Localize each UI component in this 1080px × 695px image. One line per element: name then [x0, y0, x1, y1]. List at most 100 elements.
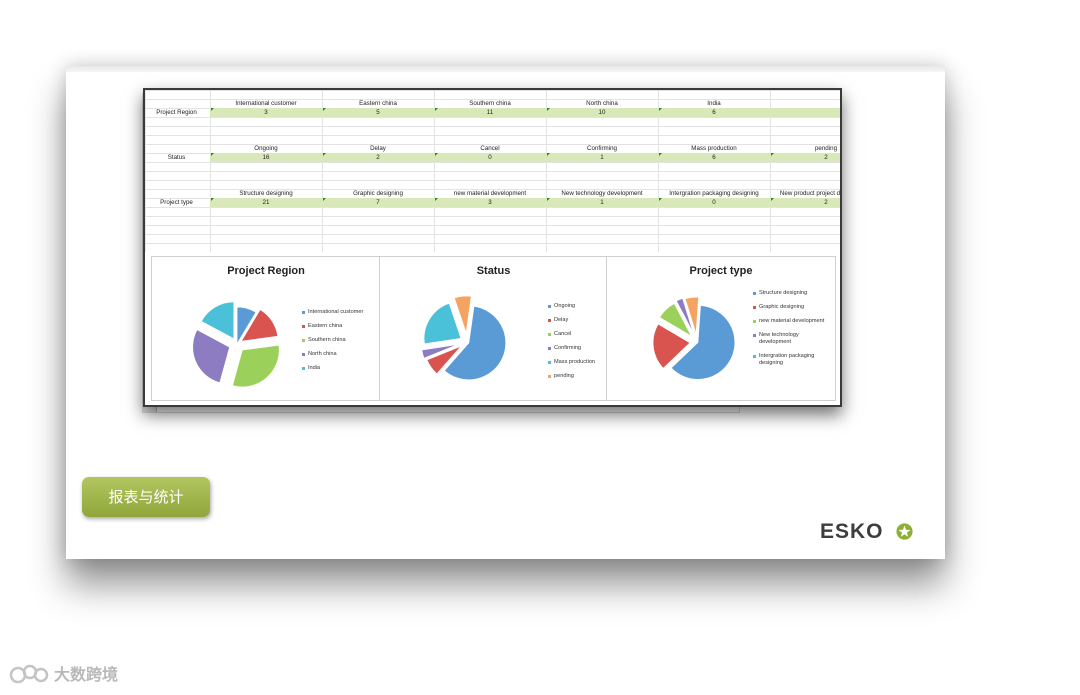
chart-title: Status [476, 265, 511, 277]
cell-marker [435, 198, 438, 201]
category-header-row: Structure designing Graphic designing new … [145, 189, 840, 198]
pie-slice-pending [453, 295, 472, 334]
legend-swatch [753, 334, 756, 337]
legend-label: Delay [554, 317, 569, 323]
legend-swatch [753, 306, 756, 309]
legend-item: Structure designing [753, 290, 829, 297]
pie-slice-delay [426, 345, 462, 375]
category-header: Eastern china [359, 100, 397, 107]
value-row: 3 5 11 10 6 [210, 108, 840, 117]
grid-line [770, 90, 771, 252]
legend-item: new material development [753, 318, 829, 325]
category-header: Ongoing [254, 145, 278, 152]
summary-panel: International customer Eastern china South… [143, 88, 842, 407]
category-header: New technology development [561, 190, 643, 197]
legend-item: International customer [302, 309, 378, 316]
category-header: Mass production [691, 145, 737, 152]
cell-marker [547, 153, 550, 156]
legend-item: Confirming [548, 345, 624, 352]
category-header: Cancel [480, 145, 500, 152]
pie-slice-new-product-project-development [684, 296, 700, 335]
value-cell: 2 [824, 199, 828, 206]
legend-label: North china [308, 351, 337, 357]
category-header: Confirming [587, 145, 617, 152]
report-statistics-badge: 报表与统计 [82, 477, 210, 517]
grid-line [658, 90, 659, 252]
legend-item: Mass production [548, 359, 624, 366]
category-header: pending [814, 145, 838, 152]
legend-label: pending [554, 373, 574, 379]
row-label: Status [167, 154, 186, 161]
legend-label: International customer [308, 309, 364, 315]
value-row: 16 2 0 1 6 2 [210, 153, 840, 162]
region-legend: International customer Eastern china South… [302, 309, 378, 379]
pie-slice-ongoing [443, 305, 507, 381]
legend-label: New technology development [759, 332, 799, 345]
value-cell: 21 [262, 199, 270, 206]
legend-item: Ongoing [548, 303, 624, 310]
pie-slice-eastern-china [240, 308, 279, 342]
legend-swatch [302, 311, 305, 314]
legend-swatch [548, 375, 551, 378]
cell-marker [211, 153, 214, 156]
esko-logo: ESKO [820, 520, 920, 544]
cell-marker [771, 153, 774, 156]
pie-slice-confirming [421, 343, 459, 359]
legend-item: North china [302, 351, 378, 358]
type-chart: Project type Structure designing Graphic … [606, 256, 836, 401]
legend-item: India [302, 365, 378, 372]
pie-slice-graphic-designing [652, 323, 691, 369]
cell-marker [547, 108, 550, 111]
region-chart: Project Region International customer Eas… [151, 256, 381, 401]
category-header: Delay [370, 145, 386, 152]
summary-table: International customer Eastern china South… [145, 90, 840, 252]
legend-swatch [302, 339, 305, 342]
category-header: Intergration packaging designing [669, 190, 759, 197]
legend-label: Intergration packaging designing [759, 353, 815, 366]
legend-swatch [753, 292, 756, 295]
legend-item: Graphic designing [753, 304, 829, 311]
legend-label: Eastern china [308, 323, 343, 329]
cell-marker [659, 153, 662, 156]
value-cell: 16 [262, 154, 270, 161]
row-label: Project Region [156, 109, 197, 116]
value-cell: 6 [712, 154, 716, 161]
category-header-row: International customer Eastern china South… [145, 99, 840, 108]
type-pie-svg [652, 296, 736, 380]
cell-marker [211, 198, 214, 201]
value-cell: 1 [600, 199, 604, 206]
chart-title: Project Region [227, 265, 305, 277]
legend-swatch [548, 361, 551, 364]
cell-marker [323, 108, 326, 111]
legend-item: Southern china [302, 337, 378, 344]
status-chart: Status Ongoing Delay Cancel Confirming Mass … [379, 256, 608, 401]
value-cell: 0 [488, 154, 492, 161]
value-cell: 5 [376, 109, 380, 116]
watermark-logo-icon [9, 664, 49, 684]
value-cell: 7 [376, 199, 380, 206]
region-pie-svg [192, 301, 280, 388]
value-cell: 3 [264, 109, 268, 116]
status-legend: Ongoing Delay Cancel Confirming Mass product… [548, 303, 624, 387]
legend-swatch [548, 333, 551, 336]
category-header-row: Ongoing Delay Cancel Confirming Mass product… [145, 144, 840, 153]
legend-label: new material development [759, 318, 825, 324]
legend-label: Mass production [554, 359, 596, 365]
legend-label: Structure designing [759, 290, 808, 296]
category-header: Graphic designing [353, 190, 403, 197]
legend-label: India [308, 365, 321, 371]
legend-swatch [753, 355, 756, 358]
cell-marker [323, 198, 326, 201]
legend-swatch [548, 319, 551, 322]
grid-line [434, 90, 435, 252]
pie-slice-north-china [192, 329, 231, 384]
status-pie-svg [421, 295, 507, 381]
watermark-text: 大数跨境 [54, 665, 119, 684]
legend-label: Ongoing [554, 303, 576, 309]
grid-line [546, 90, 547, 252]
category-header: India [707, 100, 721, 107]
pie-slice-international-customer [236, 306, 257, 346]
value-row: 21 7 3 1 0 2 [210, 198, 840, 207]
esko-star-icon [896, 523, 913, 540]
legend-item: Cancel [548, 331, 624, 338]
